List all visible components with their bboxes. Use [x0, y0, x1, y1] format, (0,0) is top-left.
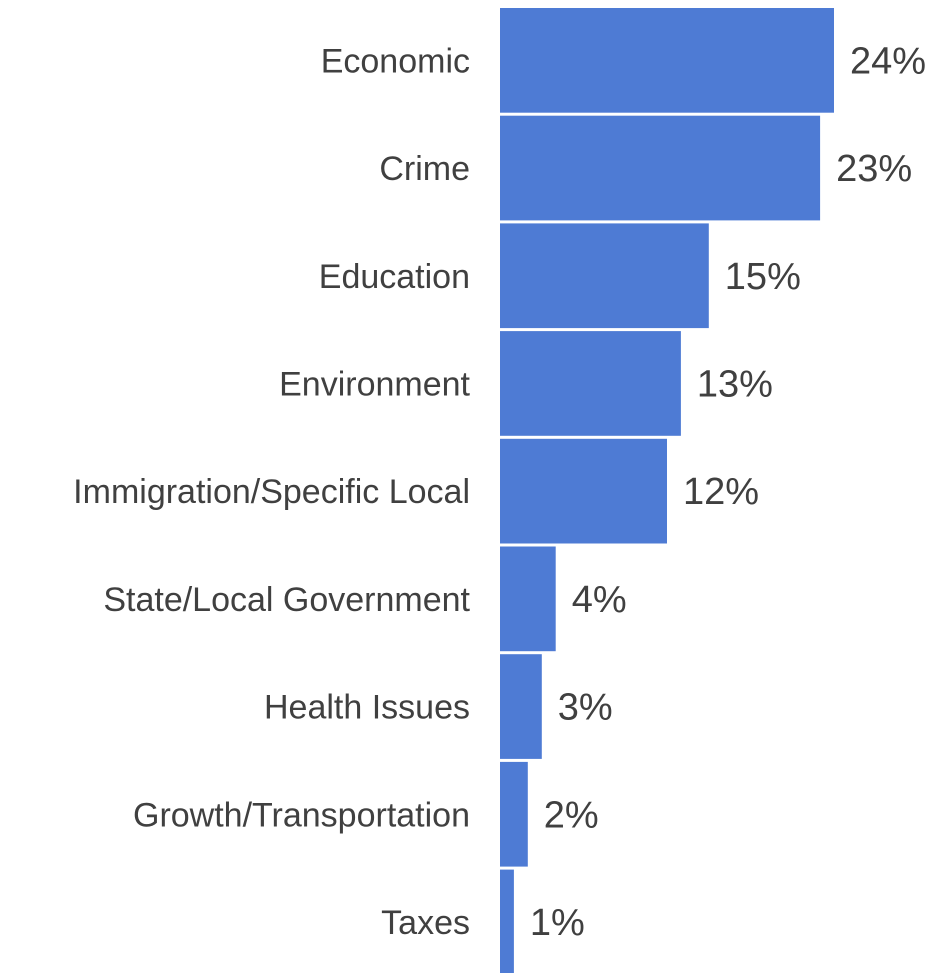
value-label-taxes: 1% — [530, 902, 585, 944]
value-label-state-local-government: 4% — [572, 579, 627, 621]
category-label-crime: Crime — [379, 150, 470, 188]
bar-education — [500, 223, 709, 329]
bar-state-local-government — [500, 546, 556, 652]
bar-immigration-specific-local — [500, 438, 667, 544]
bars-group — [500, 8, 834, 973]
value-label-education: 15% — [725, 256, 801, 298]
value-label-crime: 23% — [836, 148, 912, 190]
value-label-economic: 24% — [850, 40, 926, 82]
category-label-economic: Economic — [321, 42, 470, 80]
value-label-immigration-specific-local: 12% — [683, 471, 759, 513]
category-label-environment: Environment — [279, 366, 470, 404]
bar-crime — [500, 115, 821, 221]
value-label-environment: 13% — [697, 364, 773, 406]
bar-health-issues — [500, 654, 542, 759]
bar-economic — [500, 8, 834, 113]
category-labels-group: Economic Crime Education Environment Immigra… — [73, 42, 470, 942]
category-label-health-issues: Health Issues — [264, 689, 470, 727]
category-label-education: Education — [319, 258, 470, 296]
category-label-state-local-government: State/Local Government — [103, 581, 470, 619]
category-label-taxes: Taxes — [381, 904, 470, 942]
value-label-health-issues: 3% — [558, 687, 613, 729]
bar-environment — [500, 331, 681, 436]
bar-growth-transportation — [500, 761, 528, 867]
bar-taxes — [500, 869, 514, 973]
category-label-immigration-specific-local: Immigration/Specific Local — [73, 473, 470, 511]
category-label-growth-transportation: Growth/Transportation — [133, 796, 470, 834]
value-label-growth-transportation: 2% — [544, 794, 599, 836]
value-labels-group: 24% 23% 15% 13% 12% 4% 3% 2% 1% — [530, 40, 926, 944]
